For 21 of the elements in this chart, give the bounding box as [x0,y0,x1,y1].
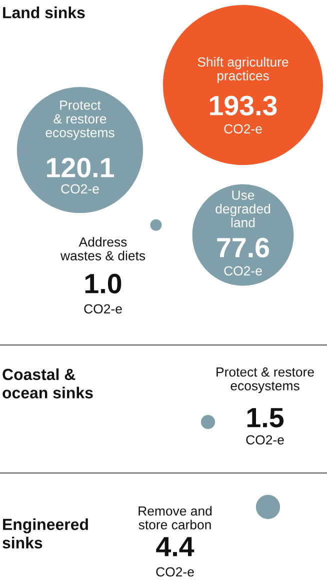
category-label: Protect & restore ecosystems [46,100,114,140]
text: Coastal & ocean sinks [2,368,93,398]
category-label: Address wastes & diets [60,236,146,260]
text: CO2-e [246,435,284,445]
text: CO2-e [224,124,262,134]
text: CO2-e [84,304,122,314]
data-label: 120.1 [46,158,114,178]
text: CO2-e [61,184,99,194]
data-label: 193.3 [210,96,277,116]
text: Engineered sinks [2,518,88,549]
category-label: Shift agriculture practices [198,56,288,84]
category-label: Use degraded land [216,190,270,228]
data-label: 1.5 [247,408,284,428]
data-label: 1.0 [85,274,122,294]
category-label: Remove and store carbon [138,506,212,530]
data-label: 4.4 [156,537,194,556]
text: Land sinks [3,6,85,18]
text: CO2-e [224,266,262,276]
category-label: Protect & restore ecosystems [216,367,314,394]
data-label: 77.6 [217,238,270,258]
text: CO2-e [156,567,194,577]
